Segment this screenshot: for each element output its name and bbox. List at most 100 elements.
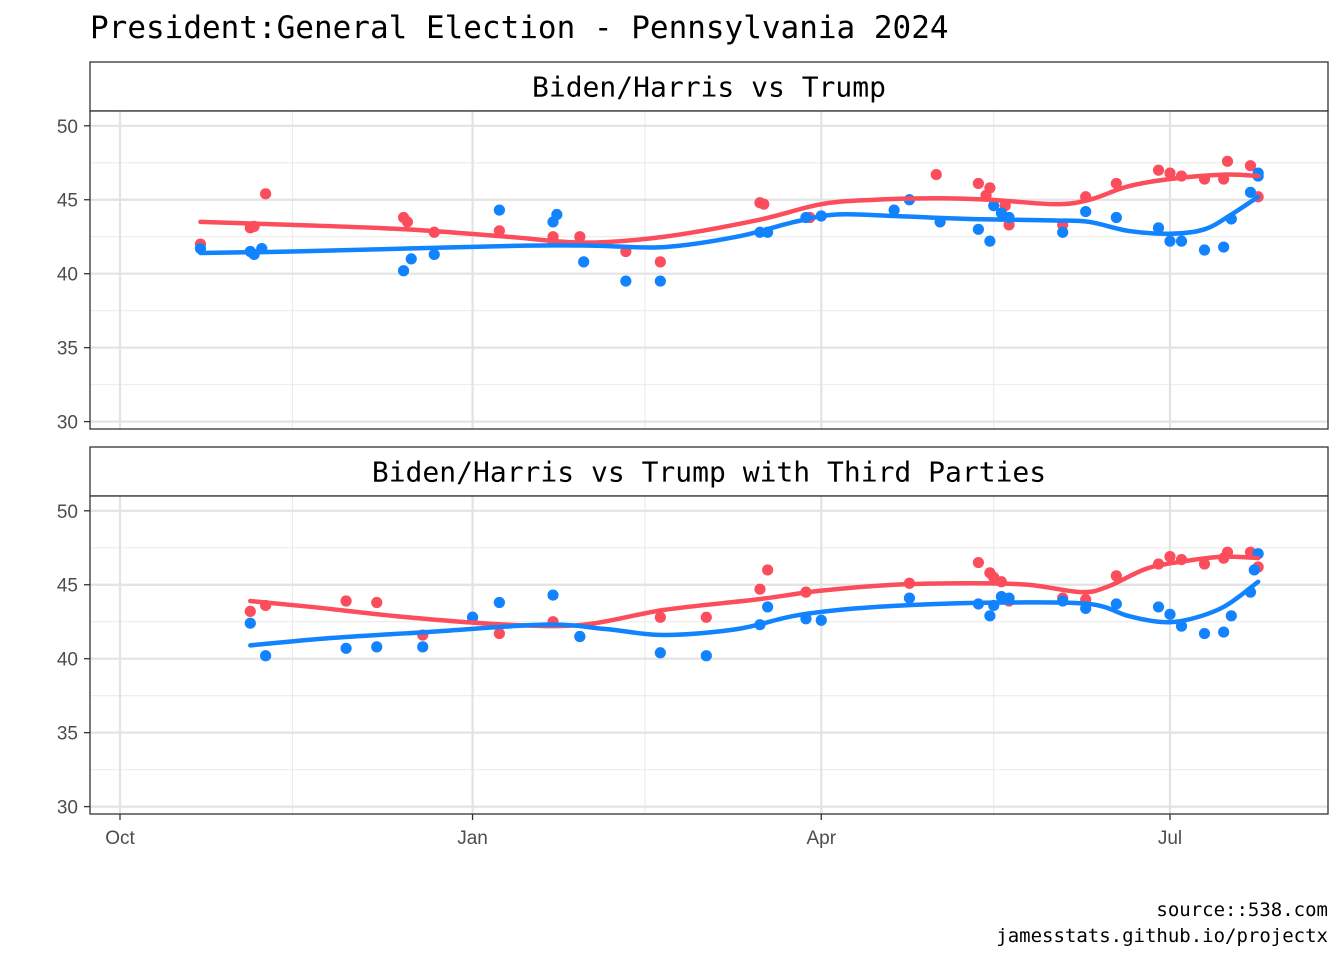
poll-point xyxy=(340,642,352,654)
poll-point xyxy=(1164,235,1176,247)
poll-point xyxy=(1152,601,1165,613)
chart-panels: Biden/Harris vs Trump3035404550Biden/Har… xyxy=(57,61,1329,819)
poll-point xyxy=(1198,558,1211,570)
panel-strip xyxy=(89,446,1329,497)
poll-point xyxy=(903,592,916,604)
poll-point xyxy=(493,225,505,237)
poll-point xyxy=(762,601,774,613)
poll-point xyxy=(371,596,383,609)
poll-point xyxy=(547,589,559,601)
y-tick-label: 40 xyxy=(57,650,78,671)
poll-point xyxy=(1221,155,1234,167)
y-tick-label: 35 xyxy=(57,339,78,360)
poll-point xyxy=(1244,186,1257,198)
trend-line-biden-harris xyxy=(248,579,1261,648)
plot-background xyxy=(90,111,1328,429)
y-tick-label: 35 xyxy=(57,724,78,745)
poll-point xyxy=(1244,160,1257,172)
poll-point xyxy=(1164,167,1176,179)
x-tick-label: Oct xyxy=(105,828,135,849)
poll-point xyxy=(428,248,440,261)
poll-point xyxy=(493,596,505,609)
poll-point xyxy=(260,188,272,200)
poll-point xyxy=(984,610,996,622)
poll-point xyxy=(815,614,827,626)
poll-point xyxy=(972,177,984,190)
panel-title: Biden/Harris vs Trump xyxy=(532,71,886,104)
poll-point xyxy=(1152,164,1165,176)
poll-point xyxy=(988,200,1000,212)
poll-point xyxy=(574,231,586,243)
panel-2: Biden/Harris vs Trump with Third Parties… xyxy=(57,446,1329,819)
poll-point xyxy=(1164,551,1176,563)
poll-point xyxy=(1198,244,1211,256)
poll-point xyxy=(417,641,429,653)
poll-point xyxy=(244,617,256,629)
poll-point xyxy=(371,641,383,653)
poll-point xyxy=(578,256,590,268)
panel-title: Biden/Harris vs Trump with Third Parties xyxy=(372,456,1046,489)
poll-point xyxy=(654,256,666,268)
poll-point xyxy=(930,169,942,181)
poll-point xyxy=(654,275,666,287)
poll-point xyxy=(405,253,417,265)
y-tick-label: 40 xyxy=(57,265,78,286)
poll-point xyxy=(984,235,996,247)
y-tick-label: 50 xyxy=(57,117,78,138)
y-tick-label: 30 xyxy=(57,798,78,819)
y-tick-label: 45 xyxy=(57,191,78,212)
poll-point xyxy=(654,647,666,659)
y-tick-label: 45 xyxy=(57,576,78,597)
poll-point xyxy=(1248,564,1260,576)
poll-point xyxy=(260,650,272,662)
y-tick-label: 30 xyxy=(57,413,78,434)
x-axis: Oct Jan Apr Jul xyxy=(105,814,1182,849)
panel-border xyxy=(89,110,1329,430)
poll-point xyxy=(1218,241,1230,253)
trend-line-trump xyxy=(198,172,1261,245)
poll-point xyxy=(244,605,256,617)
poll-point xyxy=(984,182,996,194)
poll-point xyxy=(972,556,984,569)
poll-point xyxy=(654,611,666,623)
poll-point xyxy=(397,265,410,277)
poll-point xyxy=(1175,235,1188,247)
poll-point xyxy=(888,204,900,216)
caption-site: jamesstats.github.io/projectx xyxy=(996,925,1328,947)
poll-point xyxy=(466,611,479,623)
poll-point xyxy=(551,208,563,221)
poll-point xyxy=(700,650,712,662)
trend-line-biden-harris xyxy=(198,194,1261,256)
poll-point xyxy=(972,223,984,235)
poll-point xyxy=(1218,626,1230,638)
panel-border xyxy=(89,495,1329,815)
panel-strip xyxy=(89,61,1329,112)
poll-point xyxy=(1110,570,1122,582)
poll-point xyxy=(762,564,774,576)
panel-1: Biden/Harris vs Trump 30 35 40 45 50 xyxy=(57,61,1329,434)
poll-point xyxy=(758,198,770,210)
x-tick-label: Jan xyxy=(457,828,488,849)
x-tick-label: Apr xyxy=(806,828,836,849)
chart-title: President:General Election - Pennsylvani… xyxy=(90,10,949,46)
poll-point xyxy=(493,627,505,640)
x-tick-label: Jul xyxy=(1158,828,1182,849)
poll-point xyxy=(1110,211,1122,224)
poll-point xyxy=(700,611,712,623)
poll-point xyxy=(1164,608,1176,620)
poll-point xyxy=(1110,598,1122,610)
poll-point xyxy=(1225,610,1237,622)
poll-point xyxy=(1198,627,1211,640)
caption-source: source::538.com xyxy=(1156,899,1328,921)
poll-point xyxy=(340,595,352,607)
poll-point xyxy=(754,583,766,595)
trend-line-trump xyxy=(248,554,1261,629)
poll-point xyxy=(574,630,586,643)
y-tick-label: 50 xyxy=(57,502,78,523)
poll-point xyxy=(1057,226,1069,238)
poll-point xyxy=(1110,177,1122,190)
poll-point xyxy=(1080,205,1092,218)
poll-point xyxy=(1152,222,1165,234)
poll-point xyxy=(401,216,414,228)
